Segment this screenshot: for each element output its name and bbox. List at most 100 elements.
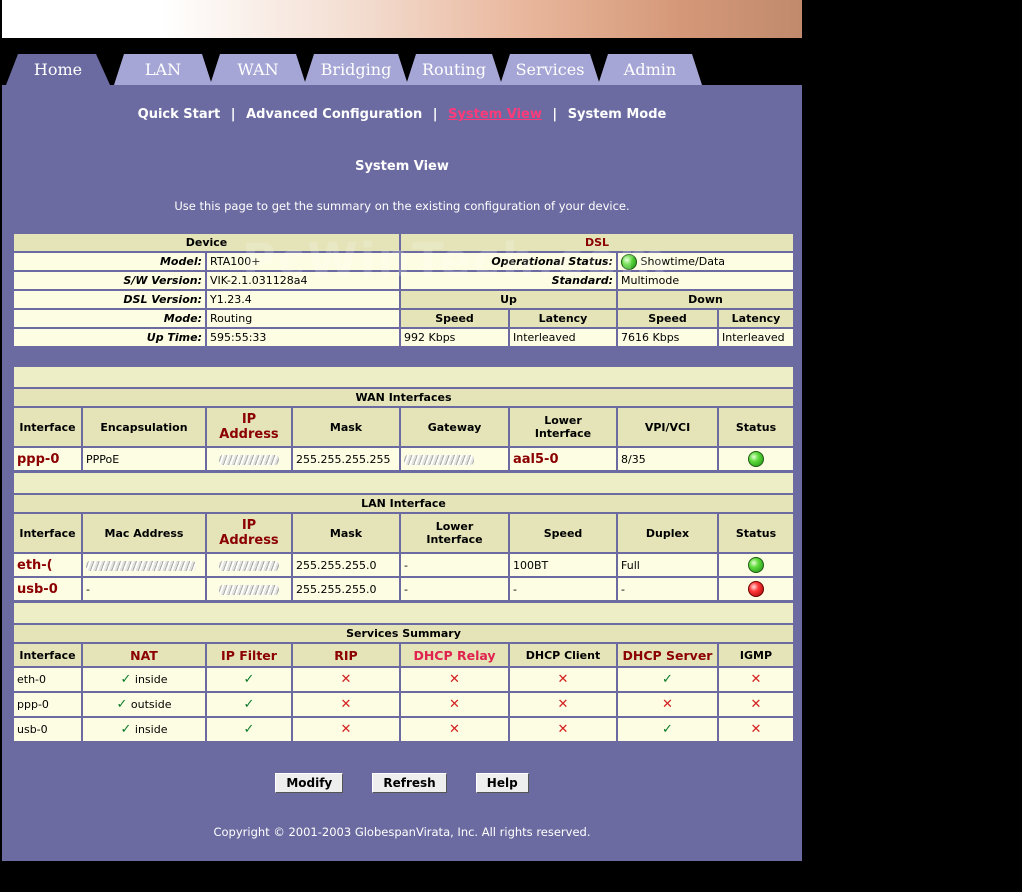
svc-nat-value: ✓ outside (81, 691, 207, 718)
svc-dhcp-relay-header: DHCP Relay (399, 642, 510, 668)
wan-interface-value: ppp-0 (12, 446, 83, 472)
spacer-row (12, 365, 795, 389)
link-advanced-configuration[interactable]: Advanced Configuration (246, 107, 423, 122)
copyright-text: Copyright © 2001-2003 GlobespanVirata, I… (213, 825, 591, 839)
down-latency-header: Latency (717, 308, 796, 329)
table-row: ppp-0 PPPoE 255.255.255.255 aal5-0 8/35 (12, 446, 795, 472)
svc-ipfilter-value: ✓ (205, 691, 293, 718)
up-speed-header: Speed (399, 308, 511, 329)
svc-dhcp-client-value: ✕ (508, 691, 618, 718)
lan-ip-value (205, 552, 293, 578)
header-line: Interface (426, 533, 483, 546)
up-header: Up (399, 289, 619, 310)
redacted-scribble (86, 560, 196, 571)
sw-version-label: S/W Version: (12, 270, 207, 291)
table-row: usb-0 - 255.255.255.0 - - - (12, 576, 795, 602)
tab-bridging[interactable]: Bridging (304, 54, 408, 85)
link-quick-start[interactable]: Quick Start (137, 107, 221, 122)
link-system-view[interactable]: System View (448, 107, 542, 122)
check-icon: ✓ (662, 722, 673, 737)
check-icon: ✓ (662, 672, 673, 687)
link-system-mode[interactable]: System Mode (567, 107, 667, 122)
refresh-button[interactable]: Refresh (372, 773, 447, 793)
lan-duplex-header: Duplex (616, 512, 719, 554)
operational-status-label: Operational Status: (399, 251, 619, 272)
check-icon: ✓ (116, 697, 128, 712)
lan-ip-value (205, 576, 293, 602)
lan-lower-interface-header: Lower Interface (399, 512, 510, 554)
cross-icon: ✕ (340, 697, 352, 712)
tab-wan[interactable]: WAN (210, 54, 306, 85)
services-summary-table: Services Summary Interface NAT IP Filter… (12, 601, 795, 743)
operational-status-text: Showtime/Data (640, 254, 726, 268)
tab-label: LAN (144, 60, 182, 79)
svc-ipfilter-header: IP Filter (205, 642, 293, 668)
wan-lower-interface-header: Lower Interface (508, 406, 618, 448)
table-row: eth-0 ✓ inside ✓ ✕ ✕ ✕ ✓ ✕ (12, 666, 795, 693)
header-line: IP (241, 518, 257, 533)
header-line: Address (219, 427, 279, 442)
svc-rip-value: ✕ (291, 691, 401, 718)
svc-ipfilter-value: ✓ (205, 716, 293, 743)
standard-value: Multimode (616, 270, 796, 291)
nat-mode: inside (134, 673, 168, 686)
tab-lan[interactable]: LAN (114, 54, 212, 85)
tab-admin[interactable]: Admin (598, 54, 702, 85)
tab-label: WAN (237, 60, 279, 79)
tab-routing[interactable]: Routing (406, 54, 502, 85)
svc-dhcp-client-header: DHCP Client (508, 642, 618, 668)
redacted-scribble (219, 454, 279, 465)
header-line: IP (241, 412, 257, 427)
svc-interface-value: usb-0 (12, 716, 83, 743)
svc-interface-header: Interface (12, 642, 83, 668)
cross-icon: ✕ (750, 697, 762, 712)
header-line: Lower (544, 414, 582, 427)
svc-dhcp-server-value: ✓ (616, 716, 719, 743)
lan-status-header: Status (717, 512, 795, 554)
spacer-row (12, 471, 795, 495)
cross-icon: ✕ (750, 672, 762, 687)
lan-speed-value: - (508, 576, 618, 602)
model-value: RTA100+ (204, 251, 402, 272)
modify-button[interactable]: Modify (275, 773, 344, 793)
tab-home[interactable]: Home (6, 54, 110, 85)
redacted-scribble (404, 454, 474, 465)
svc-interface-value: ppp-0 (12, 691, 83, 718)
check-icon: ✓ (120, 722, 132, 737)
wan-interfaces-table: WAN Interfaces Interface Encapsulation I… (12, 365, 795, 472)
cross-icon: ✕ (340, 722, 352, 737)
separator: | (432, 107, 438, 122)
header-line: Lower (435, 520, 474, 533)
wan-status-value (717, 446, 795, 472)
lan-mask-value: 255.255.255.0 (291, 552, 401, 578)
dsl-version-value: Y1.23.4 (204, 289, 402, 310)
svc-nat-value: ✓ inside (81, 666, 207, 693)
cross-icon: ✕ (662, 697, 673, 712)
spacer-row (12, 601, 795, 625)
wan-encapsulation-value: PPPoE (81, 446, 207, 472)
down-header: Down (616, 289, 796, 310)
cross-icon: ✕ (750, 722, 762, 737)
lan-duplex-value: - (616, 576, 719, 602)
standard-label: Standard: (399, 270, 619, 291)
down-latency-value: Interleaved (717, 327, 796, 348)
up-latency-header: Latency (508, 308, 619, 329)
status-green-icon (748, 451, 764, 467)
lan-mac-value (81, 552, 207, 578)
tab-bar: Home LAN WAN Bridging Routing Services A… (2, 38, 802, 85)
svc-ipfilter-value: ✓ (205, 666, 293, 693)
sub-navigation: Quick Start | Advanced Configuration | S… (2, 107, 802, 122)
page-title: System View (355, 159, 449, 174)
wan-gateway-header: Gateway (399, 406, 510, 448)
svc-interface-value: eth-0 (12, 666, 83, 693)
tab-label: Admin (623, 60, 677, 79)
tab-services[interactable]: Services (500, 54, 600, 85)
help-button[interactable]: Help (475, 773, 529, 793)
tab-label: Bridging (320, 60, 392, 79)
services-section-title: Services Summary (12, 623, 795, 644)
header-line: Interface (534, 427, 592, 440)
svc-rip-header: RIP (291, 642, 401, 668)
wan-ip-header: IP Address (205, 406, 293, 448)
svc-dhcp-client-value: ✕ (508, 716, 618, 743)
status-green-icon (748, 557, 764, 573)
